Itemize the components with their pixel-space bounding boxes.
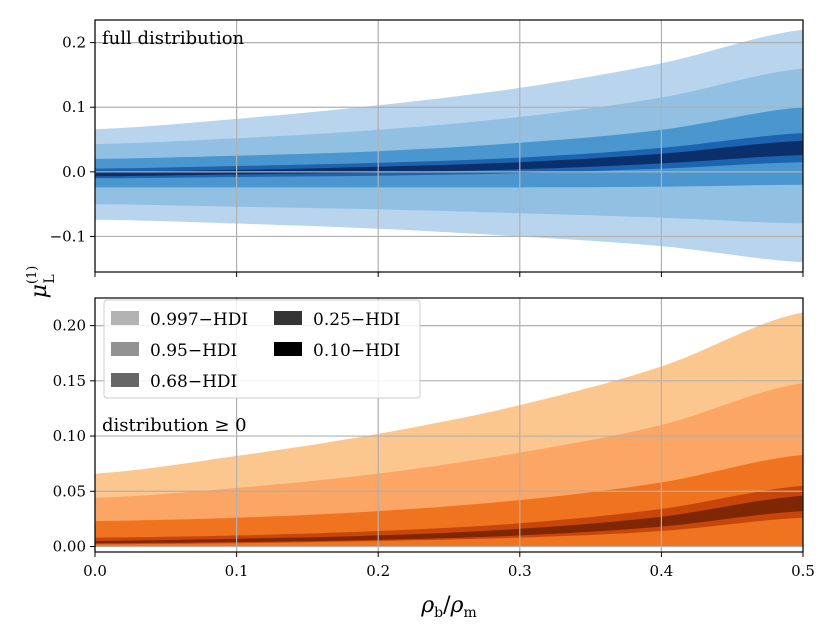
top-ytick-label-2: 0.1 xyxy=(62,98,86,116)
legend-swatch-025 xyxy=(274,311,302,325)
bottom-annotation: distribution ≥ 0 xyxy=(102,415,247,436)
top-ticks: −0.1 0.0 0.1 0.2 xyxy=(50,34,804,277)
y-axis-label-sub: L xyxy=(42,274,58,283)
legend-label-095: 0.95−HDI xyxy=(150,341,237,361)
x-axis-label-slash: / xyxy=(443,593,451,618)
legend: 0.997−HDI 0.95−HDI 0.68−HDI 0.25−HDI 0.1… xyxy=(103,299,421,399)
bottom-frame xyxy=(94,297,804,553)
y-axis-label: μ(1) L xyxy=(25,266,58,299)
bottom-xtick-label-3: 0.3 xyxy=(508,562,532,580)
bottom-band-3 xyxy=(95,485,803,545)
y-axis-label-sup: (1) xyxy=(25,266,40,284)
bottom-ytick-label-0: 0.00 xyxy=(53,537,86,555)
top-bands xyxy=(95,29,803,263)
legend-swatch-010 xyxy=(274,342,302,356)
bottom-xtick-label-4: 0.4 xyxy=(649,562,673,580)
bottom-ytick-label-3: 0.15 xyxy=(53,372,86,390)
legend-label-010: 0.10−HDI xyxy=(313,341,400,361)
top-frame xyxy=(94,19,804,273)
bottom-panel: 0.00 0.05 0.10 0.15 0.20 0.0 0.1 0.2 0.3 0.4 0.5 d… xyxy=(53,297,815,580)
top-band-3 xyxy=(95,133,803,179)
legend-swatch-0997 xyxy=(111,311,139,325)
top-ytick-label-0: −0.1 xyxy=(50,227,86,245)
bottom-xtick-label-2: 0.2 xyxy=(366,562,390,580)
bottom-xtick-label-0: 0.0 xyxy=(83,562,107,580)
top-ytick-label-3: 0.2 xyxy=(62,34,86,52)
legend-swatch-068 xyxy=(111,373,139,387)
top-panel: −0.1 0.0 0.1 0.2 full distribution xyxy=(50,19,804,277)
y-axis-label-symbol: μ xyxy=(27,284,52,298)
bottom-ytick-label-2: 0.10 xyxy=(53,427,86,445)
legend-label-025: 0.25−HDI xyxy=(313,310,400,330)
legend-swatch-095 xyxy=(111,342,139,356)
bottom-ticks: 0.00 0.05 0.10 0.15 0.20 0.0 0.1 0.2 0.3 0.4 0.5 xyxy=(53,317,815,580)
bottom-ytick-label-4: 0.20 xyxy=(53,317,86,335)
top-ytick-label-1: 0.0 xyxy=(62,163,86,181)
x-axis-label-symbol2: ρ xyxy=(450,593,464,618)
x-axis-label: ρb/ρm xyxy=(420,593,477,621)
bottom-xtick-label-1: 0.1 xyxy=(225,562,249,580)
x-axis-label-symbol1: ρ xyxy=(420,593,434,618)
x-axis-label-sub2: m xyxy=(463,605,476,621)
bottom-ytick-label-1: 0.05 xyxy=(53,482,86,500)
x-axis-label-sub1: b xyxy=(434,605,443,621)
bottom-xtick-label-5: 0.5 xyxy=(791,562,815,580)
legend-box xyxy=(103,299,421,399)
legend-label-068: 0.68−HDI xyxy=(150,372,237,392)
top-annotation: full distribution xyxy=(102,28,245,49)
legend-label-0997: 0.997−HDI xyxy=(150,310,248,330)
